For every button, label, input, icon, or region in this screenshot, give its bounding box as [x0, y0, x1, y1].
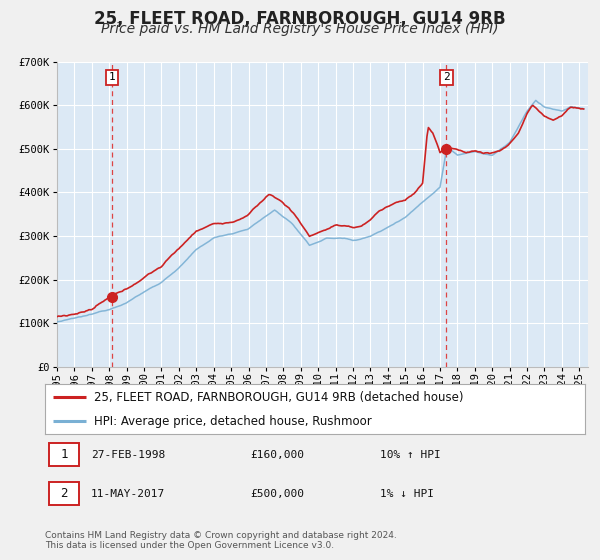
- Text: 1: 1: [109, 72, 115, 82]
- FancyBboxPatch shape: [49, 482, 79, 505]
- Text: 25, FLEET ROAD, FARNBOROUGH, GU14 9RB: 25, FLEET ROAD, FARNBOROUGH, GU14 9RB: [94, 10, 506, 28]
- Text: Contains HM Land Registry data © Crown copyright and database right 2024.
This d: Contains HM Land Registry data © Crown c…: [45, 530, 397, 550]
- Text: 25, FLEET ROAD, FARNBOROUGH, GU14 9RB (detached house): 25, FLEET ROAD, FARNBOROUGH, GU14 9RB (d…: [94, 391, 463, 404]
- Text: £160,000: £160,000: [250, 450, 304, 460]
- Text: 2: 2: [443, 72, 450, 82]
- Text: £500,000: £500,000: [250, 489, 304, 498]
- Text: Price paid vs. HM Land Registry's House Price Index (HPI): Price paid vs. HM Land Registry's House …: [101, 22, 499, 36]
- Text: 2: 2: [61, 487, 68, 500]
- FancyBboxPatch shape: [49, 444, 79, 466]
- Text: 1: 1: [61, 448, 68, 461]
- Text: 10% ↑ HPI: 10% ↑ HPI: [380, 450, 440, 460]
- Text: 1% ↓ HPI: 1% ↓ HPI: [380, 489, 434, 498]
- Text: HPI: Average price, detached house, Rushmoor: HPI: Average price, detached house, Rush…: [94, 415, 371, 428]
- Text: 27-FEB-1998: 27-FEB-1998: [91, 450, 165, 460]
- Text: 11-MAY-2017: 11-MAY-2017: [91, 489, 165, 498]
